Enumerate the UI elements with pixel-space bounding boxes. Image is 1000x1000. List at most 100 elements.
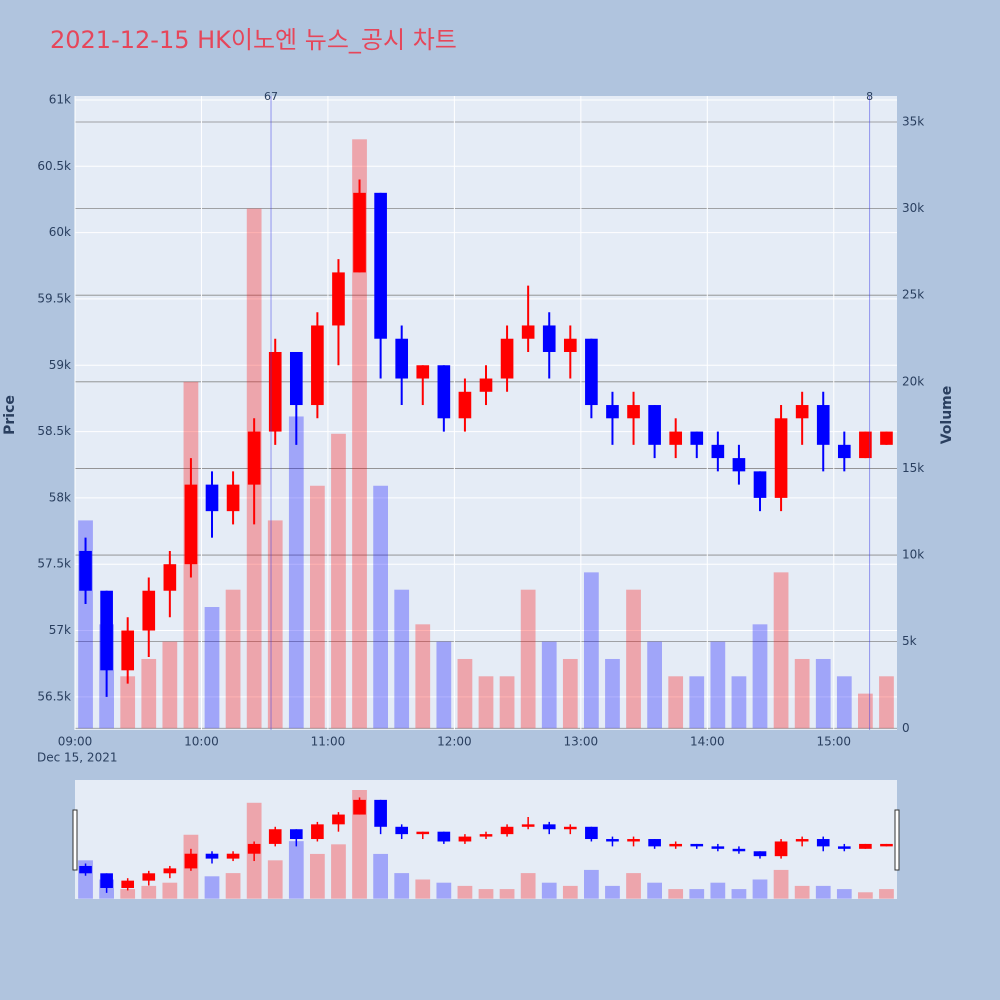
volume-bar [288,416,304,729]
slider-candle-body [311,824,324,840]
slider-volume-bar [499,889,515,899]
candle-body [374,192,387,339]
plot-area [75,96,897,730]
volume-bar [584,572,599,729]
slider-candle-body [205,853,219,859]
slider-volume-bar [204,876,220,899]
volume-bar [668,676,684,729]
x-tick-label: 09:00 [58,735,93,749]
slider-candle-body [268,829,282,844]
y-tick-label: 58k [49,490,71,504]
candle-body [311,325,324,406]
candle-body [205,484,219,512]
y2-tick-label: 30k [902,201,924,215]
slider-volume-bar [626,873,641,899]
chart-title: 2021-12-15 HK이노엔 뉴스_공시 차트 [50,26,457,54]
y-tick-label: 57k [49,623,71,637]
volume-bar [204,607,220,729]
candle-body [711,444,725,459]
slider-candle-body [500,826,514,835]
candle-body [184,484,198,565]
candle-body [837,444,851,459]
slider-candle-body [880,843,893,847]
slider-volume-bar [457,885,473,899]
volume-bar [415,624,431,729]
candle-body [163,564,177,591]
candle-body [669,431,683,445]
volume-bar [499,676,515,729]
candle-body [585,338,598,406]
slider-candle-body [859,843,872,849]
slider-volume-bar [373,853,388,899]
y-axis-title: Price [2,395,18,435]
volume-bar [710,641,726,729]
slider-volume-bar [668,889,684,899]
candle-body [79,550,92,591]
candle-body [795,405,809,419]
y-tick-label: 59k [49,358,71,372]
slider-candle-body [395,826,409,835]
candle-body [627,405,640,419]
volume-bar [879,676,894,729]
volume-bar [436,641,452,729]
slider-volume-bar [773,869,789,899]
slider-volume-bar [436,882,452,899]
slider-volume-bar [836,889,852,899]
y2-tick-label: 15k [902,461,924,475]
candle-body [100,590,113,671]
candle-body [774,418,788,498]
slider-candle-body [816,839,830,847]
volume-bar [647,641,662,729]
slider-volume-bar [267,860,283,899]
slider-volume-bar [394,873,410,899]
volume-bar [310,485,325,729]
slider-candle-body [732,848,746,852]
candle-body [289,351,303,406]
y2-tick-label: 20k [902,374,924,388]
slider-candle-body [289,829,303,840]
y-tick-label: 56.5k [37,689,71,703]
slider-volume-bar [794,885,810,899]
volume-bar [541,641,557,729]
candle-body [500,338,514,379]
candle-body [142,590,156,631]
slider-volume-bar [288,841,304,899]
volume-bar [141,658,157,729]
volume-bar [815,658,831,729]
candle-body [859,431,872,459]
slider-candle-body [121,880,135,888]
candle-body [606,405,619,419]
volume-bar [267,520,283,729]
candle-body [880,431,893,445]
slider-volume-bar [331,844,346,899]
candle-body [479,378,493,392]
slider-candle-body [837,846,851,849]
volume-bar [520,589,536,729]
candle-body [648,405,661,445]
y2-tick-label: 0 [902,721,910,735]
slider-volume-bar [879,889,894,899]
candle-body [268,351,282,432]
x-tick-label: 12:00 [437,735,472,749]
slider-volume-bar [584,869,599,899]
slider-candle-body [353,799,366,815]
volume-bar [373,485,388,729]
x-date-label: Dec 15, 2021 [37,751,117,765]
slider-candle-body [416,831,430,835]
candle-body [690,431,704,445]
slider-volume-bar [710,882,726,899]
volume-bar [331,433,346,729]
candle-body [416,365,430,379]
slider-volume-bar [162,882,178,899]
volume-bar [605,658,620,729]
slider-volume-bar [562,885,578,899]
slider-volume-bar [815,885,831,899]
slider-volume-bar [647,882,662,899]
slider-candle-body [184,853,198,869]
slider-candle-body [627,839,640,842]
candle-body [332,272,345,326]
volume-bar [626,589,641,729]
slider-candle-body [711,846,725,849]
candle-body [395,338,409,379]
candle-body [437,365,451,419]
